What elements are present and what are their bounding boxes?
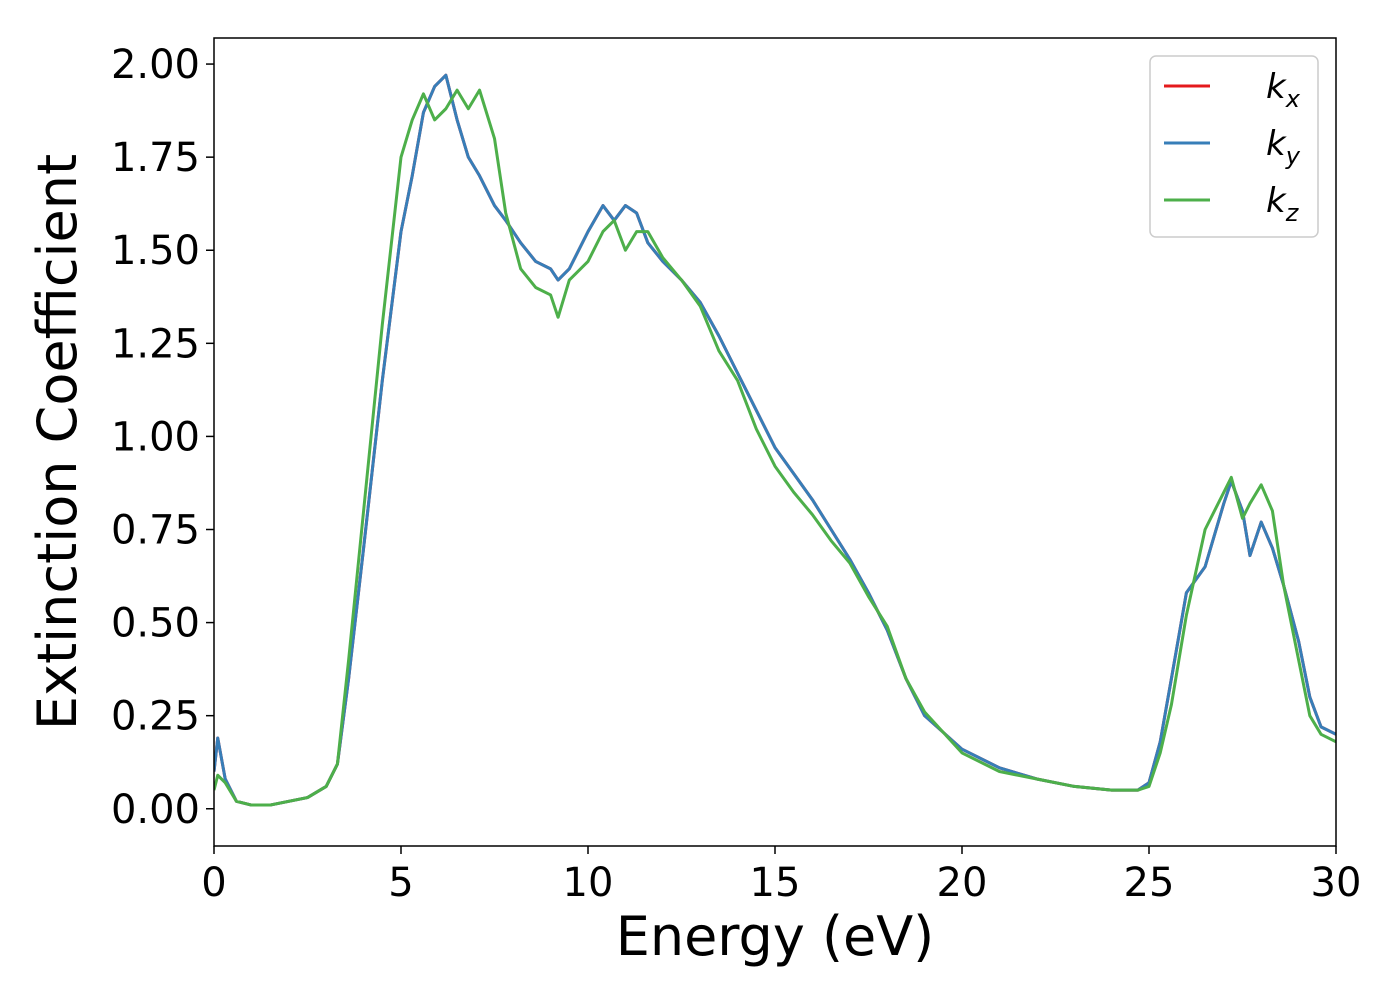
x-tick-label: 30 [1311,860,1362,906]
x-tick-label: 25 [1124,860,1175,906]
y-axis-label: Extinction Coefficient [26,154,89,730]
x-tick-label: 5 [388,860,413,906]
series-line [214,88,1336,807]
x-tick-label: 15 [750,860,801,906]
y-tick-label: 1.00 [111,414,200,460]
y-tick-label: 1.25 [111,321,200,367]
x-tick-label: 20 [937,860,988,906]
y-tick-label: 1.75 [111,135,200,181]
y-tick-label: 2.00 [111,42,200,88]
legend-label: kx [1266,67,1301,113]
y-tick-label: 0.00 [111,787,200,833]
x-tick-label: 0 [201,860,226,906]
legend-label: kz [1266,181,1300,227]
plot-frame [213,37,1337,847]
x-tick-label: 10 [563,860,614,906]
x-axis-label: Energy (eV) [616,905,935,968]
legend-label: ky [1266,124,1301,170]
legend-box [1149,55,1319,238]
y-tick-label: 1.50 [111,228,200,274]
y-tick-label: 0.25 [111,694,200,740]
plot-lines [214,73,1336,807]
y-tick-label: 0.50 [111,601,200,647]
y-tick-label: 0.75 [111,508,200,554]
